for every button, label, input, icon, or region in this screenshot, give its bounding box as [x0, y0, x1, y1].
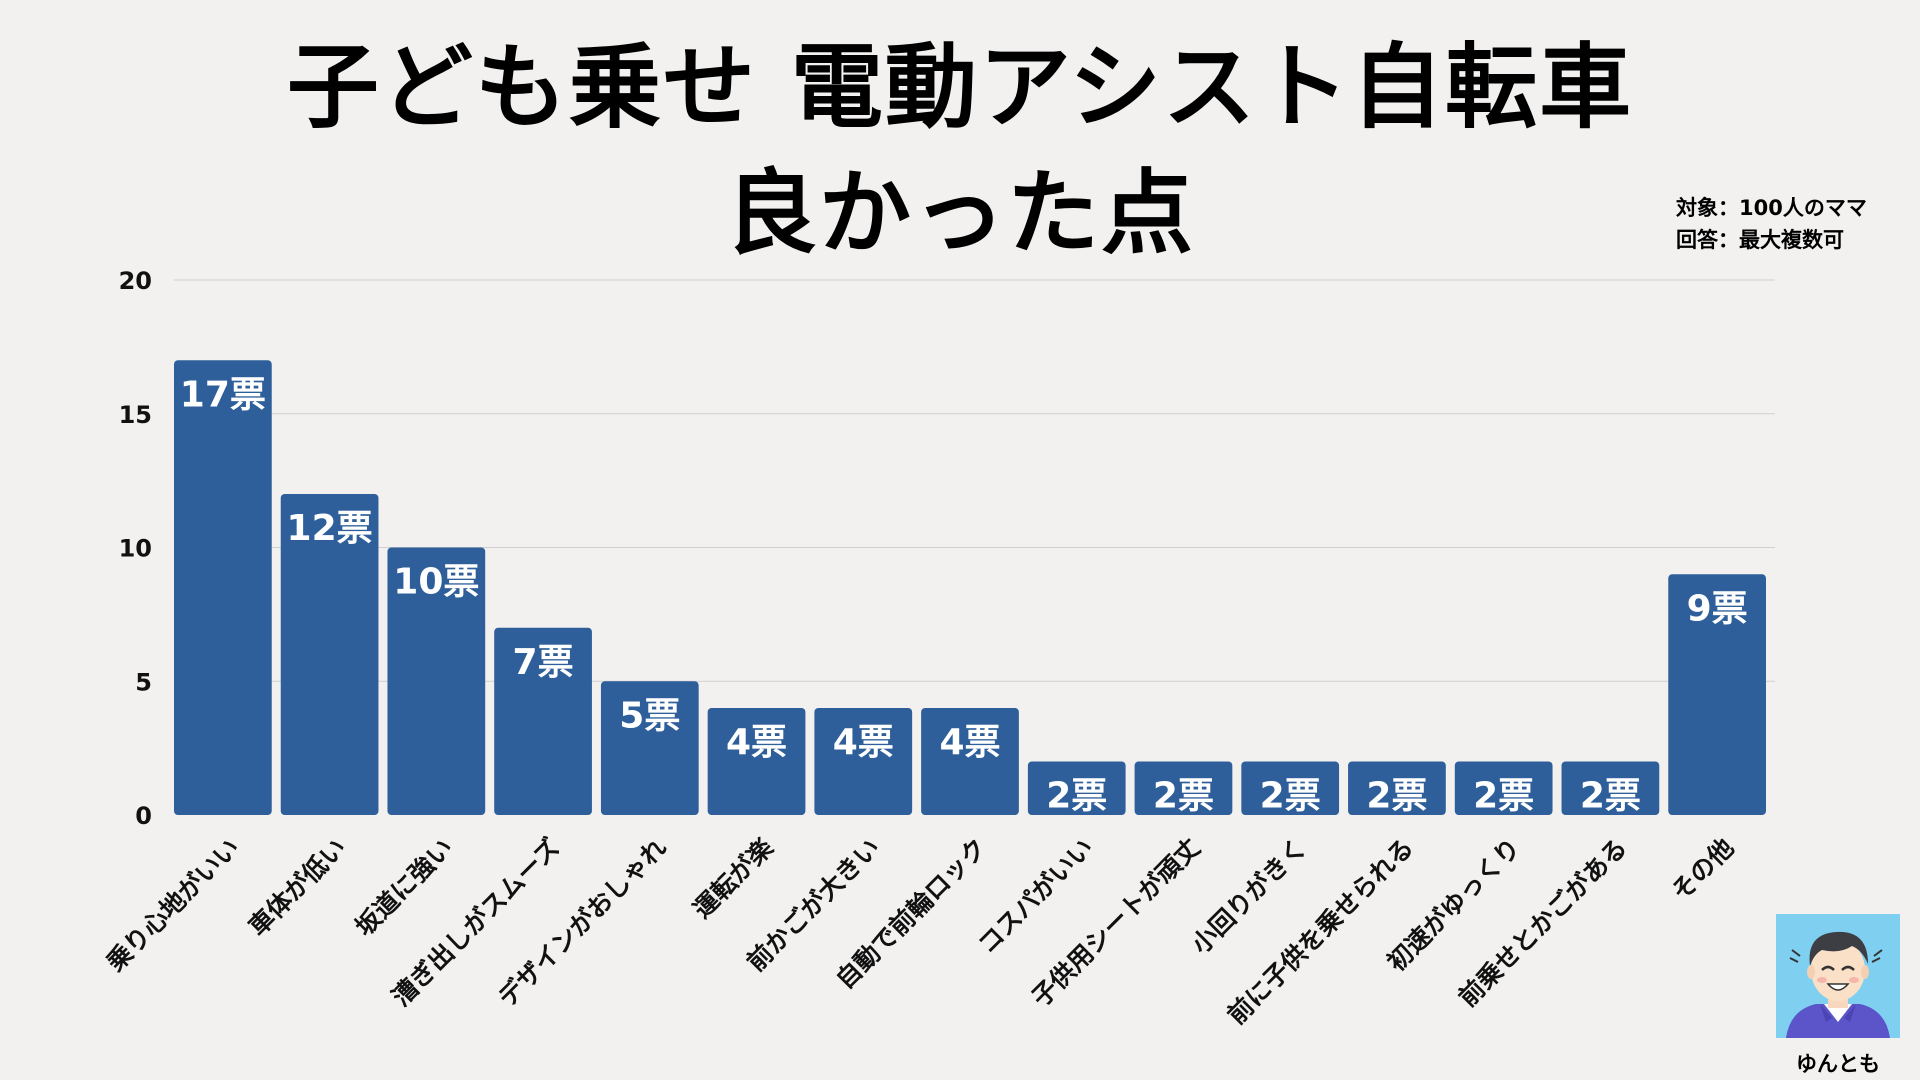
- bar-value-label: 2票: [1260, 776, 1321, 817]
- bar-value-label: 2票: [1473, 776, 1534, 817]
- bar: [600, 681, 699, 815]
- bar: [1134, 761, 1233, 815]
- bar: [1027, 761, 1126, 815]
- x-category-label: 前に子供を乗せられる: [1222, 833, 1419, 1030]
- bar: [494, 627, 592, 815]
- bar-value-label: 7票: [513, 642, 574, 683]
- x-category-label: その他: [1666, 833, 1740, 907]
- bar-value-label: 17票: [180, 374, 266, 415]
- bar-value-label: 2票: [1366, 776, 1427, 817]
- answer-rule-note: 回答：最大複数可: [1676, 228, 1844, 252]
- bar: [707, 708, 806, 815]
- bar: [814, 708, 913, 815]
- y-tick-label: 0: [135, 802, 152, 830]
- survey-target-note: 対象：100人のママ: [1676, 196, 1867, 220]
- person-avatar-icon: [1786, 931, 1890, 1038]
- bar: [174, 360, 272, 815]
- chart-title-line1: 子ども乗せ 電動アシスト自転車: [286, 34, 1634, 141]
- bar-value-label: 4票: [833, 722, 894, 763]
- bar: [1241, 761, 1340, 815]
- bar: [1454, 761, 1553, 815]
- bar: [387, 547, 486, 815]
- x-category-label: 乗り心地がいい: [101, 833, 245, 977]
- bar-value-label: 4票: [939, 722, 1000, 763]
- x-category-label: 車体が低い: [243, 833, 352, 942]
- bar-value-label: 2票: [1580, 776, 1641, 817]
- bar-value-label: 4票: [726, 722, 787, 763]
- chart-title-line2: 良かった点: [724, 160, 1195, 267]
- bar-value-label: 5票: [619, 695, 680, 736]
- y-tick-label: 15: [119, 401, 152, 429]
- bar: [921, 708, 1019, 815]
- bar: [1668, 574, 1766, 815]
- y-tick-label: 20: [119, 267, 152, 295]
- x-category-label: 坂道に強い: [350, 833, 459, 942]
- bar: [1348, 761, 1446, 815]
- y-tick-label: 10: [119, 535, 152, 563]
- bar: [1561, 761, 1660, 815]
- y-tick-label: 5: [135, 668, 152, 696]
- bar-value-label: 10票: [393, 562, 479, 603]
- bar-value-label: 9票: [1687, 588, 1748, 629]
- bar-value-label: 2票: [1046, 776, 1107, 817]
- bar: [280, 494, 379, 815]
- bar-value-label: 12票: [287, 508, 373, 549]
- x-category-label: 運転が楽: [688, 832, 780, 924]
- author-avatar: [1776, 914, 1900, 1038]
- bar-value-label: 2票: [1153, 776, 1214, 817]
- author-name: ゆんとも: [1796, 1052, 1880, 1076]
